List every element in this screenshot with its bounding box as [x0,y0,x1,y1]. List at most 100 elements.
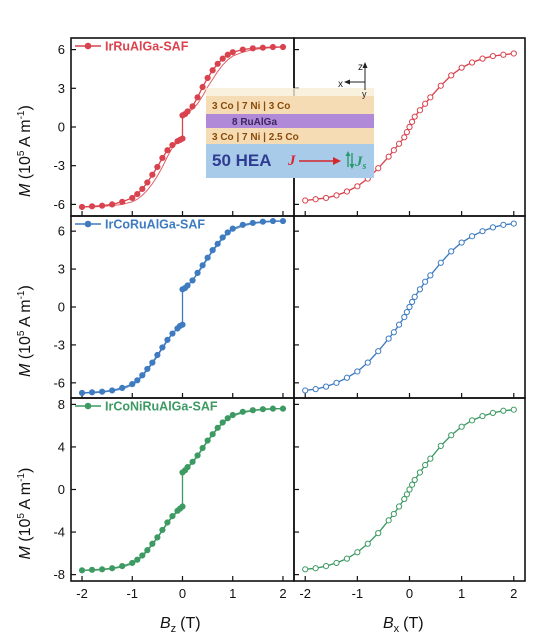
y-tick-label: 0 [58,482,65,497]
series-0-out-of-plane-point [134,190,141,198]
x-tick-label: 2 [510,586,517,601]
series-0-out-of-plane-point [224,51,231,58]
inset-arrow-head [333,157,341,165]
inset-coordinate-axes: z x y [338,62,368,99]
series-2-out-of-plane-point [219,419,226,426]
series-1-out-of-plane-point [194,269,201,276]
series-1-out-of-plane-point [229,225,236,232]
x-axis-label-left: Bz (T) [160,615,201,635]
series-0-in-plane-point [375,165,382,172]
series-2-out-of-plane-point [224,415,231,422]
series-1-out-of-plane-point [134,377,141,384]
series-1-out-of-plane-point [279,217,287,225]
series-2-out-of-plane-point [199,444,206,452]
series-2-out-of-plane-point [249,407,256,414]
x-tick-label: -1 [352,586,364,601]
series-1-in-plane-point [403,308,410,316]
series-1-out-of-plane-point [224,229,231,236]
y-tick-label: -6 [53,375,65,390]
series-0-in-plane-point [437,82,444,89]
series-1-in-plane-point [343,374,351,381]
y-tick-label: -8 [53,567,65,582]
series-0-out-of-plane-point [154,163,161,171]
series-1-in-plane-point [411,293,418,300]
series-0-out-of-plane-point [109,201,116,208]
series-2-in-plane-point [468,417,476,424]
series-1-in-plane-point [390,329,397,336]
series-1-out-of-plane-point [219,234,226,241]
svg-text:x: x [338,79,343,90]
series-1-out-of-plane-point [179,321,186,328]
series-1-in-plane-point [322,383,330,390]
series-0-out-of-plane-point [169,141,176,149]
y-tick-label: -4 [53,525,65,540]
series-0-in-plane-point [489,52,497,60]
series-1-in-plane-point [312,386,319,393]
series-2-out-of-plane-point [134,556,141,563]
series-1-in-plane-point [468,233,476,240]
series-1-in-plane-point [401,314,408,321]
axis-ticks: 6 3 0 -3 -6 6 3 0 -3 -6 8 4 0 -4 -8 -2 -1 0 1 2 -2 -1 0 1 2 [53,42,517,601]
series-1-out-of-plane-point [164,336,171,343]
series-2-out-of-plane-point [179,503,186,510]
series-1-out-of-plane-point [259,218,266,225]
series-2-in-plane-point [409,481,416,488]
series-2-in-plane-point [395,503,403,510]
series-1-out-of-plane-point [269,217,277,225]
series-2-in-plane-point [427,455,434,462]
series-2-in-plane-point [364,540,371,547]
series-0-in-plane-point [409,118,416,125]
svg-text:Bx(T): Bx (T) [383,615,424,635]
series-0-out-of-plane-point [164,147,171,154]
y-tick-label: 8 [58,397,65,412]
y-tick-label: -3 [53,158,65,173]
series-0-in-plane-point [322,194,330,202]
x-axis-label-right: Bx (T) [383,615,424,635]
series-0-out-of-plane-point [279,43,287,51]
series-2-in-plane-point [312,565,319,572]
series-0-in-plane-point [500,51,507,58]
x-tick-label: 0 [406,586,413,601]
series-2-in-plane-point [390,510,397,518]
series-0-out-of-plane-point [219,55,226,62]
inset-current-symbol: J [287,153,296,169]
layer-stack-inset: 3 Co | 7 Ni | 3 Co 8 RuAlGa 3 Co | 7 Ni … [206,62,374,178]
series-1-out-of-plane-point [189,277,196,284]
series-1-out-of-plane-point [139,372,146,379]
series-2-in-plane-point [401,495,408,503]
series-1-out-of-plane-point [99,388,106,395]
legend-entry: IrCoNiRuAlGa-SAF [105,400,218,414]
series-0-in-plane-point [448,72,455,79]
y-axis-label: M (105 A m-1) [16,105,34,197]
series-2-out-of-plane-point [78,567,86,574]
series-2-in-plane-point [406,486,413,493]
series-0-out-of-plane-point [189,103,196,110]
series-2-out-of-plane-point [239,408,246,415]
series-1-out-of-plane-point [239,221,246,228]
series-2-in-plane-point [385,517,392,524]
series-2-in-plane-point [416,469,424,476]
series-0-out-of-plane-point [129,194,136,202]
series-0-out-of-plane-point [99,202,106,209]
y-tick-label: 3 [58,262,65,277]
series-1-in-plane-point [510,220,517,227]
series-2-out-of-plane-point [194,452,201,459]
y-axis-label: M (105 A m-1) [16,468,34,560]
series-0-out-of-plane-point [269,43,277,51]
y-tick-label: 6 [58,224,65,239]
series-1-out-of-plane-point [204,254,211,261]
series-0-in-plane-point [416,107,424,114]
series-2-in-plane-point [411,476,418,484]
inset-layer-top [206,96,374,114]
series-0-out-of-plane-point [119,198,126,205]
series-0-in-plane-point [510,50,517,57]
series-1-out-of-plane-point [249,219,256,227]
series-1-in-plane-point [354,368,361,375]
inset-layer-spacer [206,114,374,128]
y-tick-label: -6 [53,197,65,212]
data-curves [78,43,517,574]
inset-spin-symbol: Js [345,151,367,172]
series-0-in-plane-point [458,64,465,71]
series-1-out-of-plane-point [119,384,126,391]
